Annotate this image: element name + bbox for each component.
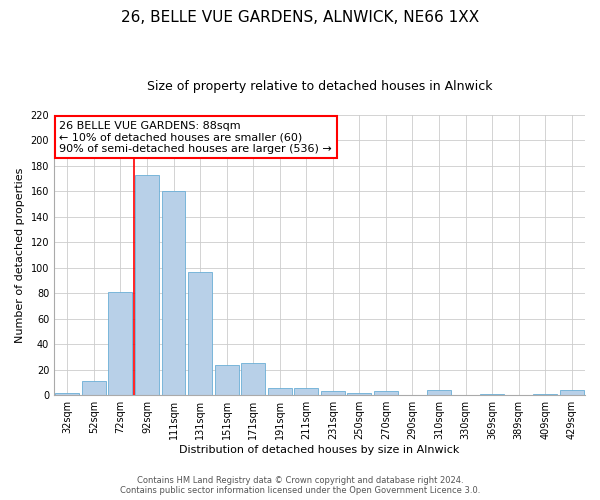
Bar (109, 292, 133, 395)
Text: 26 BELLE VUE GARDENS: 88sqm
← 10% of detached houses are smaller (60)
90% of sem: 26 BELLE VUE GARDENS: 88sqm ← 10% of det… (59, 120, 332, 154)
Text: Contains HM Land Registry data © Crown copyright and database right 2024.
Contai: Contains HM Land Registry data © Crown c… (120, 476, 480, 495)
Bar (82, 381, 106, 395)
Bar (560, 390, 584, 395)
Bar (427, 390, 451, 395)
Bar (480, 394, 504, 395)
Bar (188, 272, 212, 395)
Bar (241, 364, 265, 395)
Bar (347, 392, 371, 395)
Title: Size of property relative to detached houses in Alnwick: Size of property relative to detached ho… (147, 80, 492, 93)
Bar (135, 175, 159, 395)
Bar (55, 392, 79, 395)
Bar (321, 392, 345, 395)
X-axis label: Distribution of detached houses by size in Alnwick: Distribution of detached houses by size … (179, 445, 460, 455)
Y-axis label: Number of detached properties: Number of detached properties (15, 168, 25, 343)
Bar (533, 394, 557, 395)
Bar (374, 392, 398, 395)
Bar (295, 388, 318, 395)
Bar (161, 192, 185, 395)
Bar (215, 364, 239, 395)
Bar (268, 388, 292, 395)
Text: 26, BELLE VUE GARDENS, ALNWICK, NE66 1XX: 26, BELLE VUE GARDENS, ALNWICK, NE66 1XX (121, 10, 479, 25)
